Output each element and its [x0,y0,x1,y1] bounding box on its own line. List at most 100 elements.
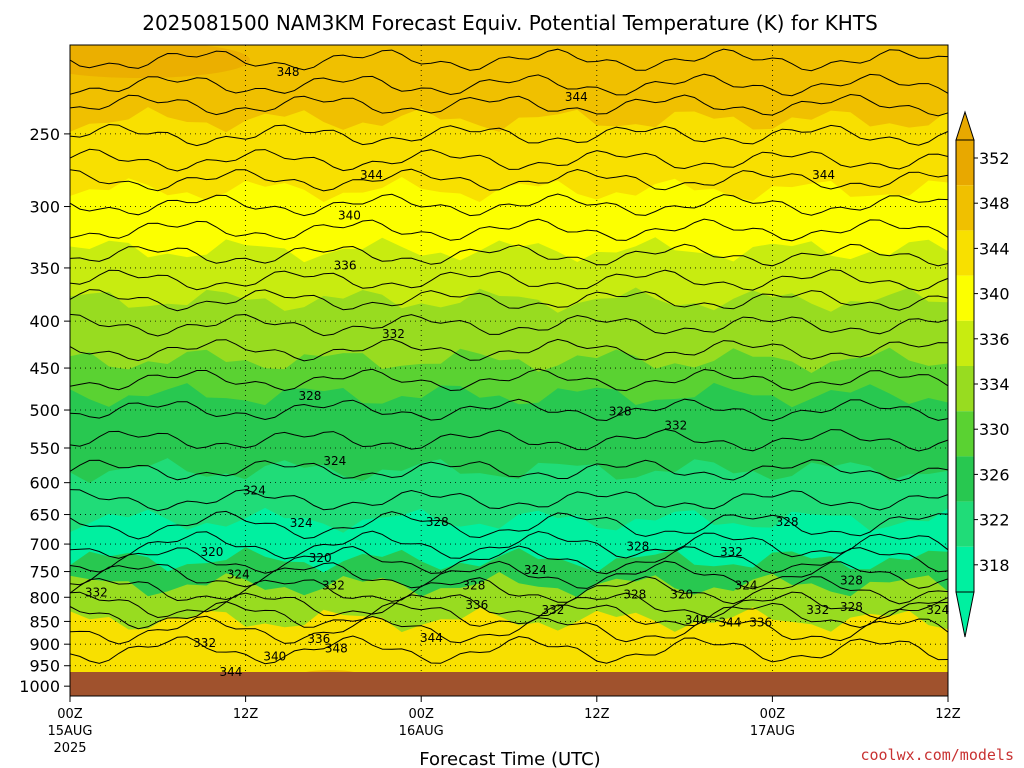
colorbar: 352 348 344 340 336 334 330 326 322 318 [955,110,1010,638]
y-tick-label: 1000 [19,677,60,696]
contour-label: 348 [325,642,348,656]
y-tick-label: 650 [29,506,60,525]
colorbar-swatch [956,411,974,457]
y-tick-label: 300 [29,198,60,217]
ground-below-surface [70,672,948,696]
contour-label: 332 [322,579,345,593]
contour-line [70,123,948,147]
contour-label: 328 [609,405,632,419]
contour-label: 340 [263,649,286,663]
contour-label: 320 [309,551,332,565]
x-tick-date: 15AUG [47,724,92,739]
theta-e-band [70,237,948,316]
contour-lines [70,48,948,665]
contour-label: 344 [565,90,588,104]
theta-e-band [70,45,948,136]
contour-label: 328 [299,389,322,403]
contour-label: 324 [323,454,346,468]
contour-label: 332 [720,545,743,559]
x-tick-label: 00Z [760,707,786,722]
colorbar-arrow-bottom [955,591,975,638]
colorbar-label: 336 [979,330,1010,349]
colorbar-swatch [956,185,974,231]
contour-label: 328 [462,579,485,593]
colorbar-label: 326 [979,465,1010,484]
contour-line [70,560,948,590]
contour-label: 324 [243,484,266,498]
colorbar-swatch [956,230,974,276]
contour-label: 336 [334,259,357,273]
y-tick-label: 500 [29,401,60,420]
y-tick-label: 550 [29,439,60,458]
time-axis: 00Z 15AUG 2025 12Z 00Z 16AUG 12Z 00Z 17AUG 12Z [47,696,961,756]
contour-line [70,269,948,292]
colorbar-swatch [956,501,974,547]
contour-label: 324 [926,603,949,617]
contour-label: 348 [277,65,300,79]
colorbar-label: 330 [979,420,1010,439]
x-tick-year: 2025 [53,741,86,756]
contour-label: 344 [360,168,383,182]
contour-label: 324 [227,568,250,582]
colorbar-label: 334 [979,375,1010,394]
y-tick-label: 750 [29,563,60,582]
contour-label: 328 [626,539,649,553]
x-tick-label: 12Z [584,707,610,722]
contour-line [70,510,948,540]
colorbar-swatch [956,275,974,321]
x-tick-label: 00Z [408,707,434,722]
plot-area [70,45,948,672]
theta-e-band [70,507,948,576]
y-tick-label: 250 [29,125,60,144]
contour-line [70,368,948,392]
contour-line [70,459,948,482]
contour-line [70,313,948,337]
y-tick-label: 850 [29,612,60,631]
contour-label: 328 [776,515,799,529]
colorbar-swatch [956,140,974,186]
colorbar-label: 348 [979,194,1010,213]
x-tick-label: 00Z [57,707,83,722]
contour-line [70,168,948,192]
contour-label: 332 [541,603,564,617]
contour-line [70,398,948,422]
contour-label: 344 [220,665,243,679]
equiv-potential-temperature-fill [70,45,948,672]
y-tick-label: 600 [29,474,60,493]
contour-line [70,530,948,560]
x-tick-label: 12Z [935,707,961,722]
chart-title: 2025081500 NAM3KM Forecast Equiv. Potent… [142,11,878,35]
colorbar-label: 344 [979,239,1010,258]
contour-label: 344 [719,615,742,629]
contour-line [70,635,948,665]
x-tick-date: 17AUG [750,724,795,739]
pressure-axis: 250 300 350 400 450 500 550 600 650 700 750 800 850 9… [19,125,70,696]
colorbar-label: 322 [979,511,1010,530]
y-tick-label: 350 [29,259,60,278]
y-tick-label: 950 [29,657,60,676]
contour-line [70,615,948,645]
colorbar-label: 340 [979,285,1010,304]
theta-e-patch [70,45,250,78]
colorbar-arrow-top [955,110,975,141]
contour-line [70,73,948,97]
contour-label: 340 [338,209,361,223]
contour-line [70,545,948,575]
contour-label: 332 [193,636,216,650]
theta-e-band [70,547,948,601]
contour-label: 344 [420,631,443,645]
plot-frame [69,44,949,697]
contour-label: 340 [685,613,708,627]
contour-line [70,218,948,242]
y-tick-label: 700 [29,535,60,554]
x-tick-label: 12Z [233,707,259,722]
contour-label: 336 [307,632,330,646]
colorbar-swatch [956,456,974,502]
contour-label: 324 [735,579,758,593]
contour-line [70,193,948,217]
x-tick-date: 16AUG [399,724,444,739]
colorbar-swatch [956,546,974,592]
y-tick-label: 900 [29,635,60,654]
contour-line [70,93,948,117]
contour-label: 332 [806,603,829,617]
